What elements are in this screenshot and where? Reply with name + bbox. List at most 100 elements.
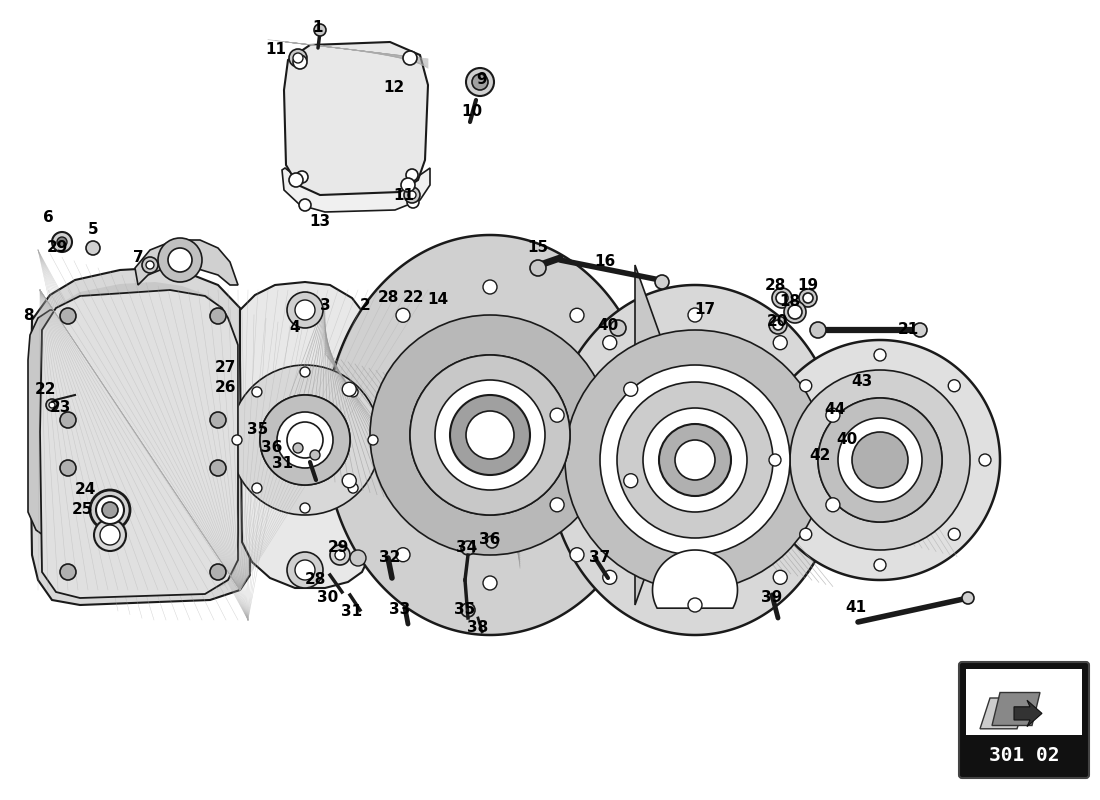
Circle shape <box>565 330 825 590</box>
Circle shape <box>210 412 225 428</box>
Circle shape <box>300 367 310 377</box>
Circle shape <box>230 365 380 515</box>
Circle shape <box>769 454 781 466</box>
Text: 31: 31 <box>273 457 294 471</box>
Circle shape <box>784 301 806 323</box>
Text: 37: 37 <box>590 550 610 566</box>
Circle shape <box>570 308 584 322</box>
Circle shape <box>773 336 788 350</box>
Text: 24: 24 <box>75 482 96 498</box>
Circle shape <box>570 548 584 562</box>
Circle shape <box>624 474 638 488</box>
Circle shape <box>314 24 326 36</box>
Polygon shape <box>760 340 1000 580</box>
Text: 38: 38 <box>468 621 488 635</box>
Circle shape <box>486 536 498 548</box>
Circle shape <box>287 292 323 328</box>
Circle shape <box>293 443 303 453</box>
Text: 36: 36 <box>262 441 283 455</box>
Text: 28: 28 <box>764 278 785 293</box>
Polygon shape <box>40 290 238 598</box>
Text: 6: 6 <box>43 210 54 226</box>
Circle shape <box>348 483 359 493</box>
Circle shape <box>370 315 610 555</box>
Text: 33: 33 <box>389 602 410 618</box>
Circle shape <box>803 293 813 303</box>
Circle shape <box>404 187 420 203</box>
Text: 4: 4 <box>289 321 300 335</box>
Circle shape <box>403 51 417 65</box>
Bar <box>966 669 1082 735</box>
Circle shape <box>277 412 333 468</box>
Circle shape <box>603 570 617 584</box>
Circle shape <box>168 248 192 272</box>
Text: 8: 8 <box>23 307 33 322</box>
Text: 31: 31 <box>341 605 363 619</box>
Circle shape <box>350 550 366 566</box>
Circle shape <box>407 196 419 208</box>
Circle shape <box>913 323 927 337</box>
Circle shape <box>52 232 72 252</box>
Circle shape <box>800 528 812 540</box>
Circle shape <box>46 399 58 411</box>
Circle shape <box>330 545 350 565</box>
Circle shape <box>461 541 475 555</box>
Circle shape <box>293 55 307 69</box>
Circle shape <box>310 450 320 460</box>
Text: 13: 13 <box>309 214 331 230</box>
Circle shape <box>348 387 359 397</box>
Circle shape <box>210 308 225 324</box>
Circle shape <box>450 395 530 475</box>
Text: motorlegend: motorlegend <box>316 388 584 512</box>
Text: 42: 42 <box>810 447 830 462</box>
Polygon shape <box>282 168 430 212</box>
Circle shape <box>287 422 323 458</box>
Text: 34: 34 <box>456 541 477 555</box>
Polygon shape <box>1014 700 1042 726</box>
Text: 17: 17 <box>694 302 716 318</box>
Text: 23: 23 <box>50 401 70 415</box>
Circle shape <box>466 68 494 96</box>
Text: 10: 10 <box>461 105 483 119</box>
Circle shape <box>550 408 564 422</box>
Circle shape <box>948 528 960 540</box>
Polygon shape <box>284 42 428 195</box>
Circle shape <box>60 460 76 476</box>
Text: 9: 9 <box>476 73 487 87</box>
Circle shape <box>772 288 792 308</box>
Circle shape <box>434 380 544 490</box>
Text: 11: 11 <box>265 42 286 58</box>
Circle shape <box>788 305 802 319</box>
Circle shape <box>800 380 812 392</box>
Circle shape <box>688 308 702 322</box>
Text: 2: 2 <box>360 298 371 313</box>
Circle shape <box>396 308 410 322</box>
Circle shape <box>410 355 570 515</box>
Polygon shape <box>39 282 236 596</box>
Circle shape <box>210 564 225 580</box>
Text: 28: 28 <box>377 290 398 306</box>
Text: 7: 7 <box>133 250 143 266</box>
Text: 19: 19 <box>798 278 818 293</box>
Circle shape <box>483 576 497 590</box>
Polygon shape <box>635 265 660 605</box>
Circle shape <box>342 382 356 396</box>
Circle shape <box>769 316 786 334</box>
Polygon shape <box>992 693 1040 726</box>
Text: 29: 29 <box>328 541 349 555</box>
Text: 11: 11 <box>394 187 415 202</box>
Circle shape <box>659 424 732 496</box>
Circle shape <box>146 261 154 269</box>
Text: 29: 29 <box>46 241 68 255</box>
Circle shape <box>472 74 488 90</box>
Circle shape <box>600 365 790 555</box>
Text: 14: 14 <box>428 293 449 307</box>
Circle shape <box>818 398 942 522</box>
Text: 35: 35 <box>248 422 268 438</box>
Circle shape <box>100 525 120 545</box>
Text: 301 02: 301 02 <box>989 746 1059 765</box>
Circle shape <box>252 483 262 493</box>
Polygon shape <box>28 310 60 540</box>
Circle shape <box>466 411 514 459</box>
Circle shape <box>826 498 840 512</box>
